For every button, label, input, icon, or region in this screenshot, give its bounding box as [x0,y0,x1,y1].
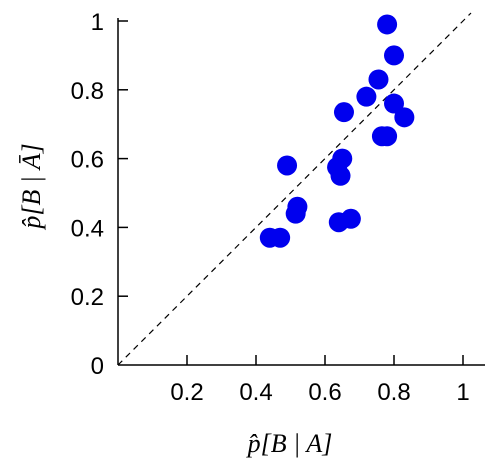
y-tick-label: 0.2 [71,284,104,311]
y-tick-label: 0.8 [71,78,104,105]
reference-line-layer [117,12,472,366]
scatter-point [333,102,354,123]
scatter-point [394,107,415,128]
y-tick-label: 0.6 [71,147,104,174]
y-axis-label: p̂[B | Ā] [17,143,46,230]
y-tick-label: 1 [91,9,104,36]
points-layer [259,14,415,248]
scatter-point [368,69,389,90]
axes [117,18,485,366]
scatter-point [384,45,404,66]
scatter-point [377,126,398,147]
scatter-point [270,227,291,248]
x-tick-label: 0.6 [308,379,341,406]
y-tick-label: 0.4 [71,215,104,242]
x-tick-label: 0.4 [239,379,272,406]
scatter-point [384,93,404,114]
x-axis-ticks: 0.2 0.4 0.6 0.8 1 [170,355,470,406]
x-tick-label: 0.8 [377,379,410,406]
scatter-point [328,212,349,233]
scatter-point [356,86,377,107]
x-tick-label: 1 [456,379,469,406]
scatter-point [330,165,351,186]
x-tick-label: 0.2 [170,379,203,406]
scatter-point [285,203,306,224]
scatter-point [377,14,398,35]
x-axis-label: p̂[B | A] [246,429,333,458]
scatter-point [277,155,298,176]
y-tick-label: 0 [91,353,104,380]
y-axis-ticks: 0 0.2 0.4 0.6 0.8 1 [71,9,128,380]
reference-line-diagonal [117,12,472,366]
